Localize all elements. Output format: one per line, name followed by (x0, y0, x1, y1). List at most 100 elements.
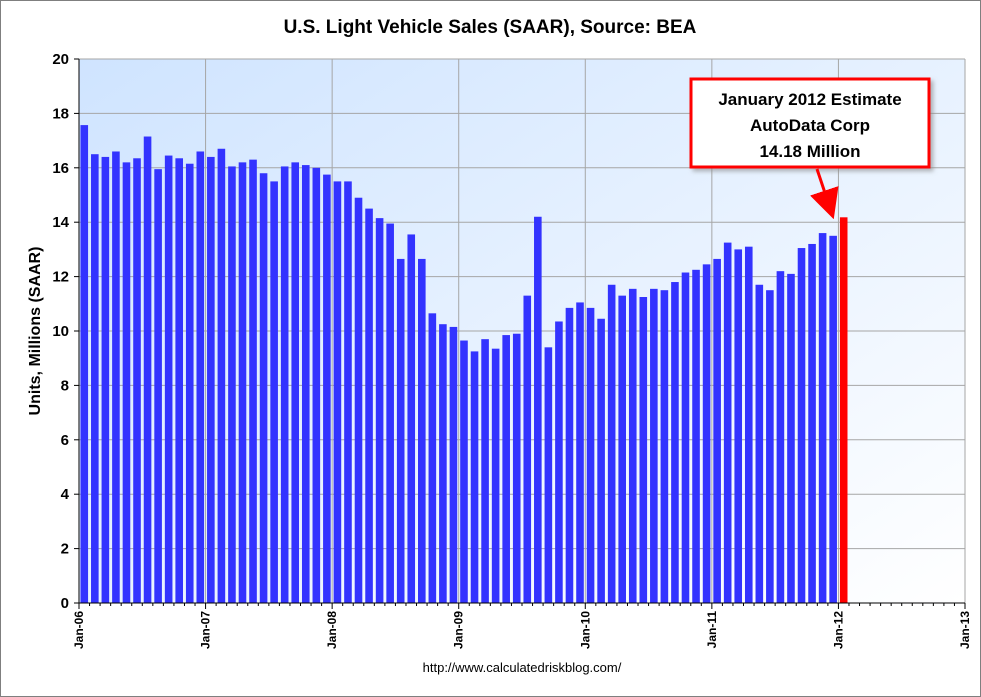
bar (650, 288, 658, 603)
bar (396, 258, 405, 603)
y-tick-label: 6 (61, 432, 69, 449)
bar (365, 208, 373, 603)
bar (418, 258, 426, 603)
bar (185, 163, 194, 603)
bar (460, 340, 468, 603)
bar (755, 284, 764, 603)
axes (74, 58, 966, 609)
y-tick-label: 16 (52, 160, 69, 177)
bar (217, 148, 226, 603)
bar (660, 290, 669, 603)
x-tick-label: Jan-08 (325, 611, 339, 649)
bar (291, 162, 300, 604)
bar (607, 284, 616, 603)
bar (207, 156, 215, 604)
annotation-arrow (810, 168, 839, 220)
bar (681, 272, 690, 603)
bar (713, 258, 721, 603)
bar (91, 154, 99, 603)
bar (734, 249, 743, 603)
bar (259, 173, 268, 604)
grid-lines (79, 58, 966, 603)
y-tick-label: 0 (61, 595, 69, 612)
bar (544, 347, 553, 603)
bar (449, 326, 458, 603)
bar (797, 248, 806, 604)
bar (228, 166, 236, 603)
chart-title: U.S. Light Vehicle Sales (SAAR), Source:… (284, 17, 697, 38)
bar (101, 156, 110, 604)
y-tick-label: 10 (52, 323, 69, 340)
x-tick-label: Jan-10 (578, 611, 592, 649)
bar (175, 158, 183, 603)
bar (354, 197, 363, 603)
bar (512, 333, 521, 603)
bar (671, 282, 679, 603)
bar (470, 351, 479, 603)
bar (639, 297, 648, 603)
bar (702, 264, 711, 603)
x-tick-label: Jan-06 (72, 611, 86, 649)
y-axis-label: Units, Millions (SAAR) (27, 247, 44, 416)
x-tick-label: Jan-11 (705, 611, 719, 649)
bar (323, 174, 331, 603)
bar (555, 321, 563, 603)
bar (280, 166, 289, 603)
bar (375, 218, 384, 603)
bar (407, 234, 416, 603)
bar (829, 235, 837, 604)
bar-series (80, 125, 848, 604)
bar (133, 158, 141, 603)
bar (122, 162, 131, 604)
bar (312, 167, 321, 604)
bar (143, 136, 152, 603)
annotation-callout: January 2012 Estimate AutoData Corp 14.1… (689, 77, 931, 220)
bar (534, 216, 542, 603)
y-tick-labels: 0 2 4 6 8 10 12 14 16 18 20 (52, 51, 69, 612)
x-tick-label: Jan-07 (199, 611, 213, 649)
bar (576, 302, 584, 603)
bar-highlight (839, 217, 848, 603)
bar (439, 324, 447, 603)
bar (238, 162, 247, 604)
y-tick-label: 18 (52, 105, 69, 122)
bar (744, 246, 753, 603)
bar (565, 307, 574, 603)
bar (301, 165, 310, 603)
bar (112, 151, 120, 604)
y-tick-label: 14 (52, 214, 69, 231)
bar (597, 318, 605, 603)
bar (196, 151, 205, 604)
bar (270, 181, 278, 603)
bar (164, 155, 173, 603)
bar (428, 313, 437, 603)
bar (618, 295, 626, 603)
x-tick-label: Jan-09 (452, 611, 466, 649)
annotation-line-3: 14.18 Million (759, 142, 860, 161)
bar (249, 159, 257, 603)
bar (787, 273, 795, 603)
bar (808, 243, 816, 603)
bar (502, 335, 510, 603)
x-tick-labels: Jan-06 Jan-07 Jan-08 Jan-09 Jan-10 Jan-11 Jan-… (72, 611, 972, 649)
bar (723, 242, 732, 603)
bar (386, 223, 394, 603)
bar (333, 181, 342, 603)
annotation-box (689, 77, 931, 169)
bar (80, 125, 89, 603)
bar (776, 271, 785, 603)
x-tick-label: Jan-13 (958, 611, 972, 649)
y-tick-label: 20 (52, 51, 69, 68)
y-tick-label: 4 (61, 486, 70, 503)
y-tick-label: 8 (61, 377, 69, 394)
bar (344, 181, 352, 603)
bar (523, 295, 532, 603)
y-tick-label: 12 (52, 269, 69, 286)
bar (766, 290, 774, 603)
bar (586, 307, 595, 603)
bar (692, 269, 700, 603)
bar (491, 348, 500, 603)
bar (818, 233, 827, 603)
bar (481, 339, 489, 603)
